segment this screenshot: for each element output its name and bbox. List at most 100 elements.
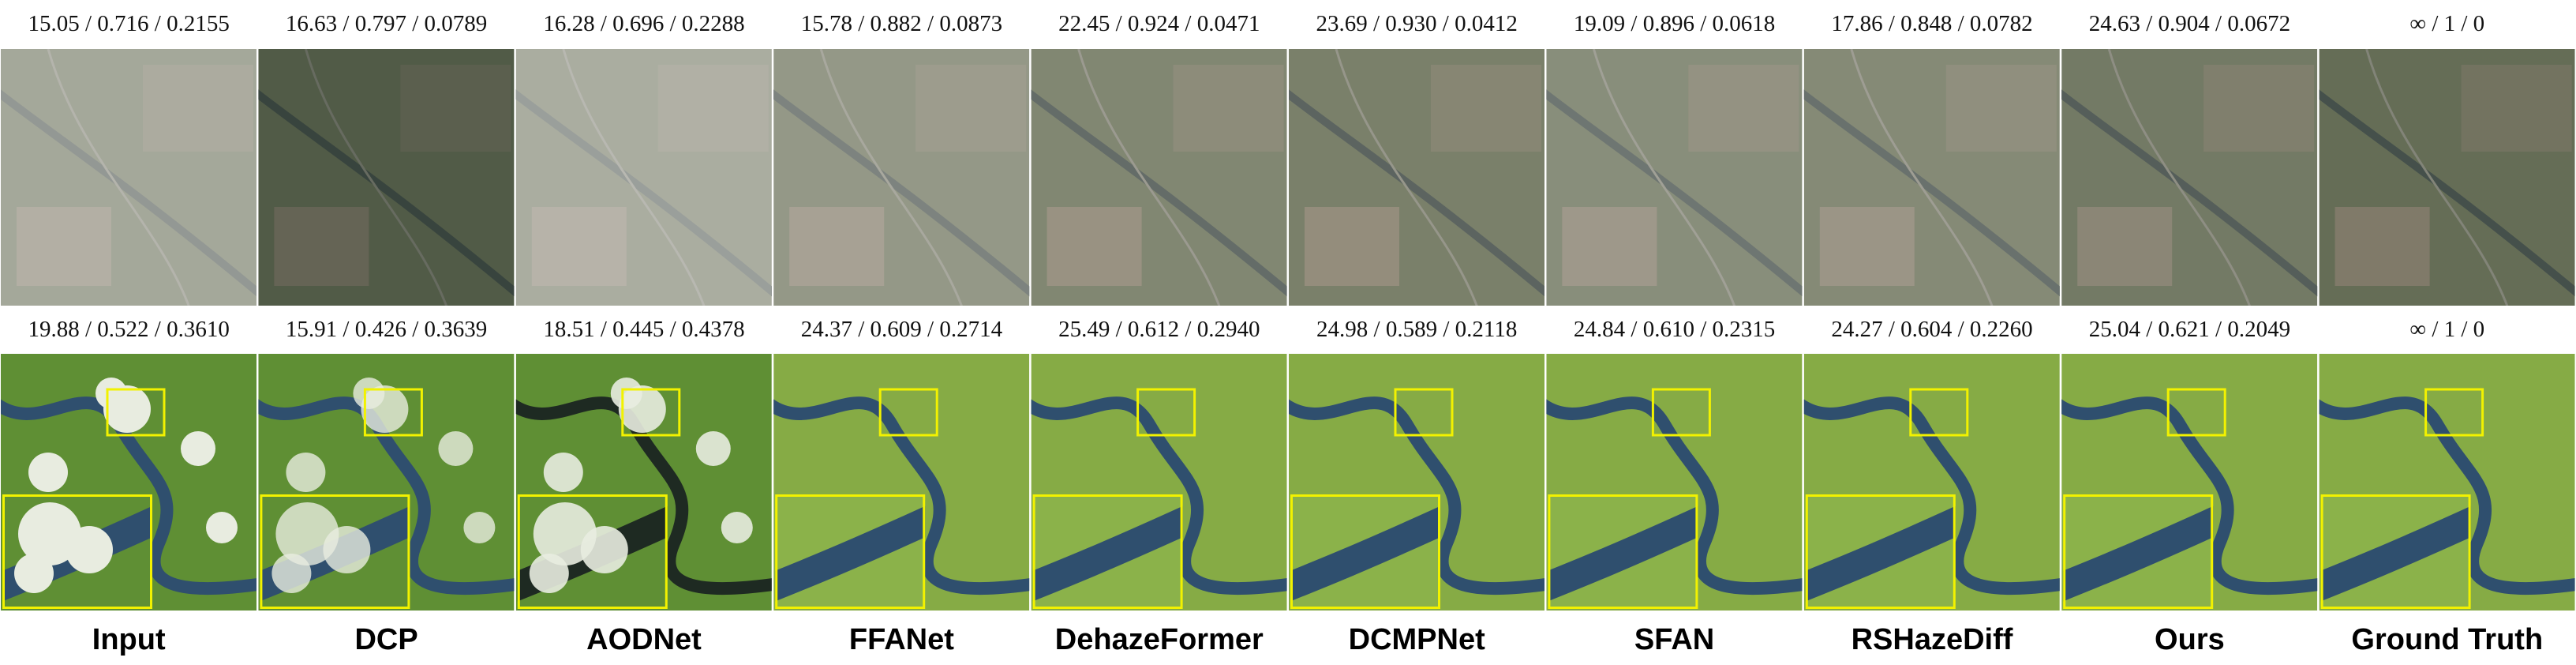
road <box>2107 49 2251 306</box>
zoom-inset <box>1548 494 1698 609</box>
metric-text: 25.04 / 0.621 / 0.2049 <box>2089 317 2290 342</box>
river <box>773 89 1030 297</box>
metric-text: ∞ / 1 / 0 <box>2409 317 2484 342</box>
inset-border <box>775 494 926 609</box>
inset-river <box>775 505 926 602</box>
image-panel <box>1289 354 1544 611</box>
inset-content <box>1290 494 1440 609</box>
image-panel <box>773 49 1030 306</box>
cloud <box>695 431 731 466</box>
inset-cloud <box>323 526 371 573</box>
inset-content <box>2 494 152 609</box>
zoom-inset <box>775 494 926 609</box>
image-panel <box>1 49 256 306</box>
inset-content <box>1032 494 1183 609</box>
road <box>1077 49 1221 306</box>
river <box>2061 89 2318 297</box>
zoom-inset <box>2063 494 2214 609</box>
inset-content <box>1805 494 1956 609</box>
river <box>1546 396 1803 595</box>
river <box>1031 89 1287 297</box>
method-label: DCMPNet <box>1349 623 1485 656</box>
inset-border <box>1805 494 1956 609</box>
metric-text: 19.09 / 0.896 / 0.0618 <box>1574 11 1775 36</box>
road <box>1850 49 1994 306</box>
inset-cloud <box>580 526 628 573</box>
cloud <box>286 453 326 492</box>
inset-border <box>2320 494 2471 609</box>
field <box>2203 65 2315 152</box>
shade <box>258 49 515 306</box>
metric-text: 25.49 / 0.612 / 0.2940 <box>1058 317 1260 342</box>
river <box>1803 89 2060 297</box>
zoom-box <box>1651 388 1711 437</box>
shade <box>2061 49 2318 306</box>
zoom-inset <box>1805 494 1956 609</box>
inset-cloud <box>14 554 54 593</box>
field <box>2334 207 2430 286</box>
haze <box>1289 49 1544 306</box>
haze <box>1546 49 1803 306</box>
image-panel <box>2061 354 2318 611</box>
image-panel <box>1803 354 2060 611</box>
image-panel <box>2061 49 2318 306</box>
zoom-box <box>2166 388 2226 437</box>
haze <box>1803 49 2060 306</box>
river <box>515 396 772 595</box>
field <box>1046 207 1142 286</box>
haze <box>515 49 772 306</box>
cloud <box>438 431 474 466</box>
field <box>1819 207 1915 286</box>
image-panel <box>1546 49 1803 306</box>
method-label: DehazeFormer <box>1055 623 1264 656</box>
inset-content <box>775 494 926 609</box>
image-panel <box>773 354 1030 611</box>
inset-content <box>260 494 410 609</box>
cloud <box>610 378 642 409</box>
inset-border <box>1290 494 1440 609</box>
field <box>789 207 885 286</box>
image-panel <box>1 354 256 611</box>
zoom-inset <box>1032 494 1183 609</box>
method-label: SFAN <box>1634 623 1714 656</box>
image-panel <box>1803 49 2060 306</box>
zoom-inset <box>2320 494 2471 609</box>
zoom-inset <box>2 494 152 609</box>
field <box>915 65 1027 152</box>
zoom-box <box>106 388 166 437</box>
image-panel <box>1031 49 1287 306</box>
haze <box>2061 49 2318 306</box>
inset-content <box>517 494 668 609</box>
method-label: RSHazeDiff <box>1852 623 2013 656</box>
metric-text: 24.37 / 0.609 / 0.2714 <box>801 317 1003 342</box>
field <box>1945 65 2057 152</box>
inset-river <box>1548 505 1698 602</box>
method-label: DCP <box>354 623 417 656</box>
image-panel <box>258 354 515 611</box>
inset-river <box>2063 505 2214 602</box>
image-panel <box>258 49 515 306</box>
field <box>1431 65 1541 152</box>
metric-text: 24.84 / 0.610 / 0.2315 <box>1574 317 1775 342</box>
image-panel <box>515 354 772 611</box>
river <box>1031 396 1287 595</box>
metric-text: 23.69 / 0.930 / 0.0412 <box>1316 11 1518 36</box>
road <box>1592 49 1736 306</box>
method-label: FFANet <box>849 623 954 656</box>
road <box>819 49 963 306</box>
field <box>1562 207 1657 286</box>
method-label: Ours <box>2155 623 2225 656</box>
river <box>1546 89 1803 297</box>
metric-text: 18.51 / 0.445 / 0.4378 <box>543 317 744 342</box>
field <box>1173 65 1284 152</box>
image-panel <box>1031 354 1287 611</box>
zoom-inset <box>1290 494 1440 609</box>
zoom-box <box>878 388 938 437</box>
field <box>2461 65 2572 152</box>
zoom-box <box>621 388 681 437</box>
method-label: Ground Truth <box>2351 623 2543 656</box>
metric-text: 24.98 / 0.589 / 0.2118 <box>1316 317 1517 342</box>
river <box>258 396 515 595</box>
zoom-inset <box>260 494 410 609</box>
zoom-box <box>363 388 423 437</box>
